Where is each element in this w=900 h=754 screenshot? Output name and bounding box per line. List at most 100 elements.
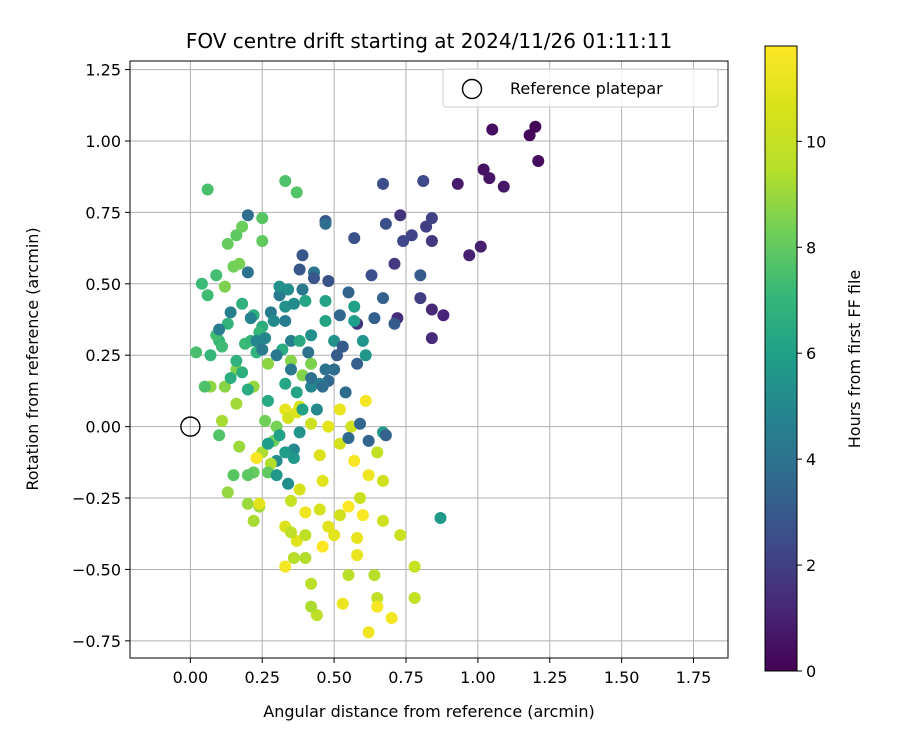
scatter-point [477,163,490,176]
scatter-point [285,354,297,367]
scatter-point [198,380,211,393]
scatter-point [305,357,318,370]
scatter-point [414,292,427,305]
scatter-point [368,569,381,582]
scatter-point [474,240,487,253]
colorbar-tick-label: 8 [806,238,816,257]
y-tick-label: 0.50 [85,275,121,294]
y-tick-label: 0.00 [85,418,121,437]
scatter-point [371,592,384,605]
scatter-point [356,334,369,347]
scatter-point [285,334,297,347]
scatter-point [319,294,332,307]
scatter-point [299,506,312,519]
scatter-point [331,349,343,362]
legend-box [442,68,719,108]
scatter-point [385,612,398,625]
scatter-point [218,280,231,293]
scatter-point [342,286,355,299]
scatter-point [394,209,407,222]
scatter-point [483,172,496,185]
scatter-points [190,120,545,639]
x-tick-label: 1.75 [676,668,712,687]
scatter-point [290,186,303,199]
scatter-point [463,249,476,262]
scatter-point [273,429,286,442]
scatter-point [328,363,341,376]
scatter-point [371,446,384,459]
scatter-point [319,217,332,230]
scatter-point [308,272,320,285]
scatter-point [233,440,246,453]
scatter-point [368,312,381,325]
scatter-point [262,437,274,450]
scatter-point [336,597,349,610]
colorbar-gradient [764,45,798,672]
scatter-point [270,349,283,362]
scatter-point [201,183,214,196]
scatter-point [279,446,292,459]
scatter-point [397,234,410,247]
scatter-point [227,469,240,482]
scatter-point [417,174,430,187]
scatter-point [420,220,433,233]
scatter-point [287,452,300,465]
scatter-point [296,249,309,262]
scatter-point [241,266,254,279]
scatter-point [434,512,447,525]
x-tick-label: 0.50 [316,668,352,687]
colorbar-ticks: 0 2 4 6 8 10 [797,132,826,681]
scatter-point [333,509,346,522]
plot-frame [129,60,729,659]
scatter-point [293,483,306,496]
scatter-point [290,534,303,547]
scatter-point [322,520,335,533]
scatter-point [313,449,326,462]
scatter-point [287,297,300,310]
scatter-point [377,177,389,190]
chart-title: FOV centre drift starting at 2024/11/26 … [186,29,672,53]
scatter-point [316,540,329,553]
colorbar-tick-label: 2 [806,556,816,575]
scatter-point [408,592,421,605]
scatter-point [362,434,375,447]
x-tick-label: 1.00 [460,668,496,687]
scatter-point [388,257,401,270]
y-tick-label: 0.25 [85,346,121,365]
scatter-point [287,552,300,565]
scatter-point [310,609,323,622]
scatter-point [299,529,312,542]
y-tick-label: 1.25 [85,61,121,80]
colorbar-tick-label: 6 [806,344,816,363]
scatter-point [529,120,542,133]
y-axis-label: Rotation from reference (arcmin) [23,227,42,490]
scatter-point [377,514,389,527]
scatter-point [328,529,341,542]
scatter-point [293,334,306,347]
scatter-point [224,372,237,385]
scatter-point [279,174,292,187]
scatter-point [342,500,355,513]
scatter-point [213,323,226,336]
scatter-point [267,314,280,327]
scatter-point [379,429,392,442]
scatter-point [224,306,237,319]
scatter-point [244,312,257,325]
scatter-point [290,386,303,399]
y-axis-ticks: −0.75 −0.50 −0.25 0.00 0.25 0.50 0.75 1.00 1.25 [72,61,130,651]
reference-platepar-marker [180,416,201,437]
scatter-point [250,452,263,465]
legend: Reference platepar [442,68,719,108]
colorbar-label: Hours from first FF file [845,270,864,449]
scatter-point [190,346,203,359]
scatter-point [377,474,389,487]
scatter-point [333,309,346,322]
scatter-point [236,366,249,379]
colorbar-tick-label: 4 [806,450,816,469]
scatter-point [354,492,366,505]
scatter-point [256,343,269,356]
colorbar-tick-label: 0 [806,662,816,681]
scatter-point [362,626,375,639]
scatter-point [348,232,361,245]
scatter-point [262,394,274,407]
